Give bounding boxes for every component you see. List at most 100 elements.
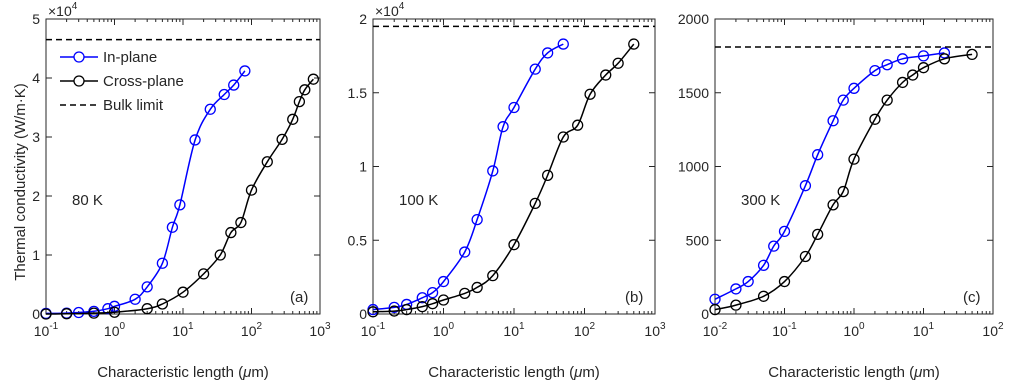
y-tick-label: 1 [359,159,367,175]
data-point-in-plane [189,134,201,146]
y-tick-label: 2000 [678,11,709,27]
data-point-cross-plane [88,307,100,319]
x-tick-label: 100 [843,321,865,339]
panel-label: (a) [290,289,308,306]
legend-label: Cross-plane [103,73,184,90]
data-point-cross-plane [299,84,311,96]
data-point-in-plane [487,165,499,177]
temperature-annotation: 300 K [741,192,780,209]
data-point-in-plane [827,115,839,127]
data-point-cross-plane [235,216,247,229]
data-point-cross-plane [60,308,73,320]
panel-label: (b) [625,289,643,306]
data-point-cross-plane [628,38,640,50]
x-tick-label: 100 [433,321,455,339]
data-point-cross-plane [40,308,52,320]
x-tick-label: 10-2 [703,321,728,339]
data-point-in-plane [869,64,881,77]
data-point-cross-plane [730,299,742,311]
legend-swatch-marker [73,75,85,87]
data-point-in-plane [204,103,216,115]
data-point-cross-plane [471,281,483,294]
data-point-in-plane [778,225,791,238]
data-point-cross-plane [276,133,288,146]
data-point-cross-plane [245,184,258,196]
x-tick-label: 101 [503,321,525,339]
data-point-in-plane [938,47,951,59]
data-point-cross-plane [917,62,930,74]
legend-label: Bulk limit [103,97,164,114]
data-point-in-plane [239,65,251,77]
y-tick-label: 3 [32,129,40,145]
x-tick-label: 102 [241,321,263,339]
data-point-in-plane [388,301,400,314]
data-point-cross-plane [261,156,273,168]
data-point-in-plane [156,257,169,269]
data-point-cross-plane [367,306,379,318]
legend: In-plane Cross-plane Bulk limit [60,49,184,114]
temperature-annotation: 80 K [72,192,103,209]
data-point-in-plane [459,246,471,258]
x-tick-label: 102 [982,321,1004,339]
series-line-in-plane [714,52,945,300]
data-point-in-plane [166,221,179,233]
y-tick-label: 2 [32,188,40,204]
data-point-cross-plane [529,197,541,210]
data-point-in-plane [141,281,153,293]
data-point-in-plane [799,180,812,192]
data-point-in-plane [541,47,554,59]
data-point-cross-plane [799,250,812,263]
y-tick-label: 5 [32,11,40,27]
data-point-in-plane [497,121,509,133]
series-line-cross-plane [45,78,314,315]
data-point-in-plane [730,283,742,295]
data-point-cross-plane [388,305,400,317]
data-point-in-plane [228,79,240,91]
x-tick-label: 100 [104,321,126,339]
data-point-in-plane [73,306,85,319]
x-tick-label: 10-1 [34,321,59,339]
data-point-cross-plane [827,199,839,211]
data-point-cross-plane [416,300,428,313]
legend-label: In-plane [103,49,157,66]
data-point-in-plane [129,293,141,305]
x-tick-label: 10-1 [772,321,797,339]
y-tick-label: 2 [359,11,367,27]
data-point-cross-plane [287,113,299,125]
data-point-cross-plane [541,169,554,182]
y-multiplier: ×104 [48,1,78,19]
data-point-in-plane [426,286,439,299]
data-point-cross-plane [141,303,153,315]
y-tick-label: 0.5 [348,232,368,248]
data-point-cross-plane [487,269,499,282]
data-point-cross-plane [156,298,169,310]
data-point-cross-plane [757,290,770,302]
y-tick-label: 1.5 [348,85,368,101]
data-point-cross-plane [896,76,909,89]
data-point-in-plane [437,275,450,288]
data-point-cross-plane [508,239,520,251]
data-point-in-plane [881,59,893,71]
data-point-cross-plane [881,94,893,106]
x-tick-label: 101 [172,321,194,339]
panel-label: (c) [963,289,981,306]
x-axis-label: Characteristic length (μm) [428,364,600,381]
data-point-in-plane [218,88,230,101]
data-point-in-plane [108,300,121,312]
data-point-cross-plane [400,303,413,316]
data-point-cross-plane [108,306,121,318]
data-point-in-plane [102,303,114,315]
data-point-cross-plane [307,73,320,85]
data-point-cross-plane [197,268,210,280]
data-point-cross-plane [869,113,881,125]
data-point-in-plane [508,101,520,114]
y-tick-label: 4 [32,70,40,86]
data-point-cross-plane [584,88,596,100]
data-point-cross-plane [572,119,584,131]
series-line-in-plane [45,70,246,315]
data-point-cross-plane [848,153,860,165]
x-tick-label: 10-1 [361,321,386,339]
data-point-in-plane [174,199,186,211]
axes-frame [45,18,321,315]
x-tick-label: 103 [644,321,666,339]
